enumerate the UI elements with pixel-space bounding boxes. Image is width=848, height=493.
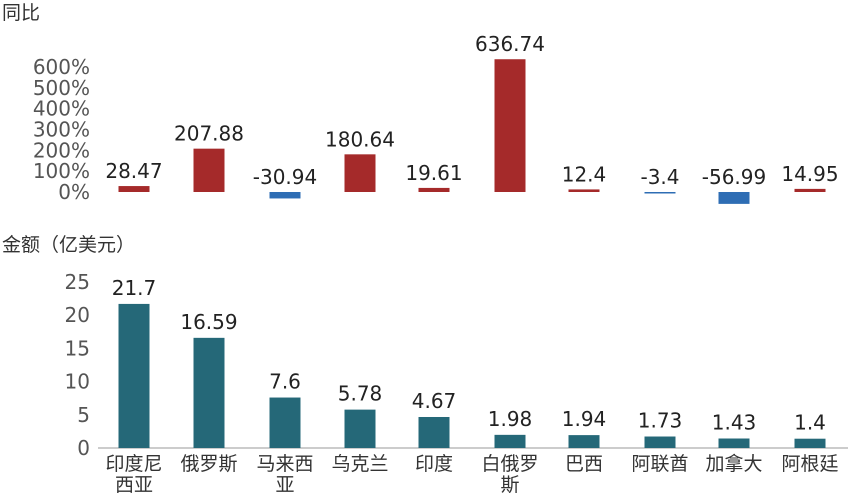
top-data-label: -56.99 <box>702 165 766 189</box>
bottom-data-label: 16.59 <box>180 310 237 334</box>
top-bar <box>344 154 376 192</box>
bottom-bar <box>494 434 526 448</box>
top-ytick-label: 300% <box>33 117 90 141</box>
top-data-label: 28.47 <box>105 159 162 183</box>
bottom-ytick-label: 15 <box>65 336 90 360</box>
category-label: 巴西 <box>565 453 603 475</box>
category-label: 白俄罗斯 <box>481 453 538 493</box>
top-ytick-label: 100% <box>33 159 90 183</box>
category-label: 乌克兰 <box>331 453 388 475</box>
bottom-ytick-label: 5 <box>77 403 90 427</box>
top-bar <box>794 188 826 192</box>
top-chart: 0%100%200%300%400%500%600% 28.47 207.88 -30… <box>33 32 839 204</box>
category-label: 阿根廷 <box>781 453 838 475</box>
category-label: 马来西亚 <box>256 453 313 493</box>
bottom-chart: 0 5 10 15 20 25 21.7 印度尼西亚 16.59 俄罗斯 7.6 马来西亚 5.78 乌克… <box>65 270 848 493</box>
top-ytick-label: 500% <box>33 76 90 100</box>
bottom-data-label: 1.43 <box>712 411 757 435</box>
bottom-data-label: 4.67 <box>412 389 457 413</box>
top-data-label: -30.94 <box>253 165 317 189</box>
bottom-data-label: 5.78 <box>338 382 383 406</box>
category-label: 俄罗斯 <box>180 453 237 475</box>
category-label: 印度尼西亚 <box>105 453 162 493</box>
top-data-label: 12.4 <box>562 162 607 186</box>
top-chart-title: 同比 <box>2 2 40 24</box>
bottom-data-label: 1.94 <box>562 407 607 431</box>
bottom-ytick-label: 20 <box>65 303 90 327</box>
top-bar <box>644 192 676 194</box>
bottom-bar <box>718 438 750 448</box>
bottom-bar <box>794 438 826 448</box>
top-bar <box>568 189 600 192</box>
bottom-ytick-label: 10 <box>65 370 90 394</box>
category-label: 印度 <box>415 453 453 475</box>
top-data-label: 180.64 <box>325 127 395 151</box>
bottom-bar <box>568 435 600 448</box>
bottom-bar <box>269 397 301 448</box>
top-data-label: 19.61 <box>405 161 462 185</box>
bottom-data-label: 1.98 <box>488 407 533 431</box>
category-label: 阿联酋 <box>631 453 688 475</box>
bottom-ytick-label: 0 <box>77 436 90 460</box>
category-label: 加拿大 <box>705 452 762 475</box>
bottom-ytick-label: 25 <box>65 270 90 294</box>
top-bar <box>193 148 225 192</box>
top-bar <box>118 186 150 192</box>
top-data-label: 207.88 <box>174 122 244 146</box>
top-ytick-label: 0% <box>58 180 90 204</box>
bottom-bar <box>118 303 150 448</box>
top-bar <box>718 192 750 204</box>
bottom-bar <box>418 416 450 448</box>
top-data-label: 636.74 <box>475 32 545 56</box>
bottom-bar <box>644 436 676 448</box>
top-ytick-label: 200% <box>33 138 90 162</box>
bottom-data-label: 1.73 <box>638 409 683 433</box>
bottom-data-label: 1.4 <box>794 411 826 435</box>
top-data-label: -3.4 <box>640 165 679 189</box>
bottom-data-label: 7.6 <box>269 370 301 394</box>
bottom-data-label: 21.7 <box>112 276 157 300</box>
bottom-bar <box>344 409 376 448</box>
top-data-label: 14.95 <box>781 162 838 186</box>
top-bar <box>494 59 526 192</box>
bottom-bar <box>193 337 225 448</box>
top-bar <box>269 192 301 199</box>
top-ytick-label: 600% <box>33 55 90 79</box>
top-ytick-label: 400% <box>33 97 90 121</box>
bottom-chart-title: 金额（亿美元） <box>2 234 135 256</box>
top-bar <box>418 187 450 192</box>
